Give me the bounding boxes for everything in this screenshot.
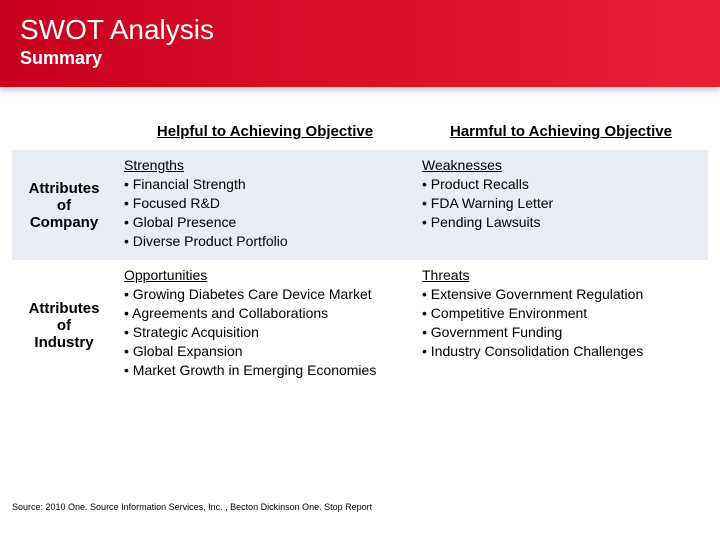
slide-subtitle: Summary (20, 48, 700, 69)
source-footer: Source: 2010 One. Source Information Ser… (12, 502, 372, 512)
swot-cell: Threats• Extensive Government Regulation… (414, 260, 708, 389)
table-row: AttributesofIndustryOpportunities• Growi… (12, 260, 708, 389)
slide-title: SWOT Analysis (20, 14, 700, 46)
swot-tbody: AttributesofCompanyStrengths• Financial … (12, 150, 708, 390)
cell-title: Weaknesses (422, 157, 502, 173)
row-header: AttributesofCompany (12, 150, 116, 260)
cell-title: Opportunities (124, 267, 207, 283)
swot-cell: Opportunities• Growing Diabetes Care Dev… (116, 260, 414, 389)
table-header-row: Helpful to Achieving Objective Harmful t… (12, 115, 708, 150)
table-row: AttributesofCompanyStrengths• Financial … (12, 150, 708, 260)
slide-header: SWOT Analysis Summary (0, 0, 720, 87)
corner-cell (12, 115, 116, 150)
swot-cell: Strengths• Financial Strength• Focused R… (116, 150, 414, 260)
col-header-helpful: Helpful to Achieving Objective (116, 115, 414, 150)
swot-table: Helpful to Achieving Objective Harmful t… (12, 115, 708, 390)
swot-table-container: Helpful to Achieving Objective Harmful t… (0, 87, 720, 390)
swot-cell: Weaknesses• Product Recalls• FDA Warning… (414, 150, 708, 260)
cell-title: Strengths (124, 157, 184, 173)
cell-title: Threats (422, 267, 469, 283)
col-header-harmful: Harmful to Achieving Objective (414, 115, 708, 150)
row-header: AttributesofIndustry (12, 260, 116, 389)
